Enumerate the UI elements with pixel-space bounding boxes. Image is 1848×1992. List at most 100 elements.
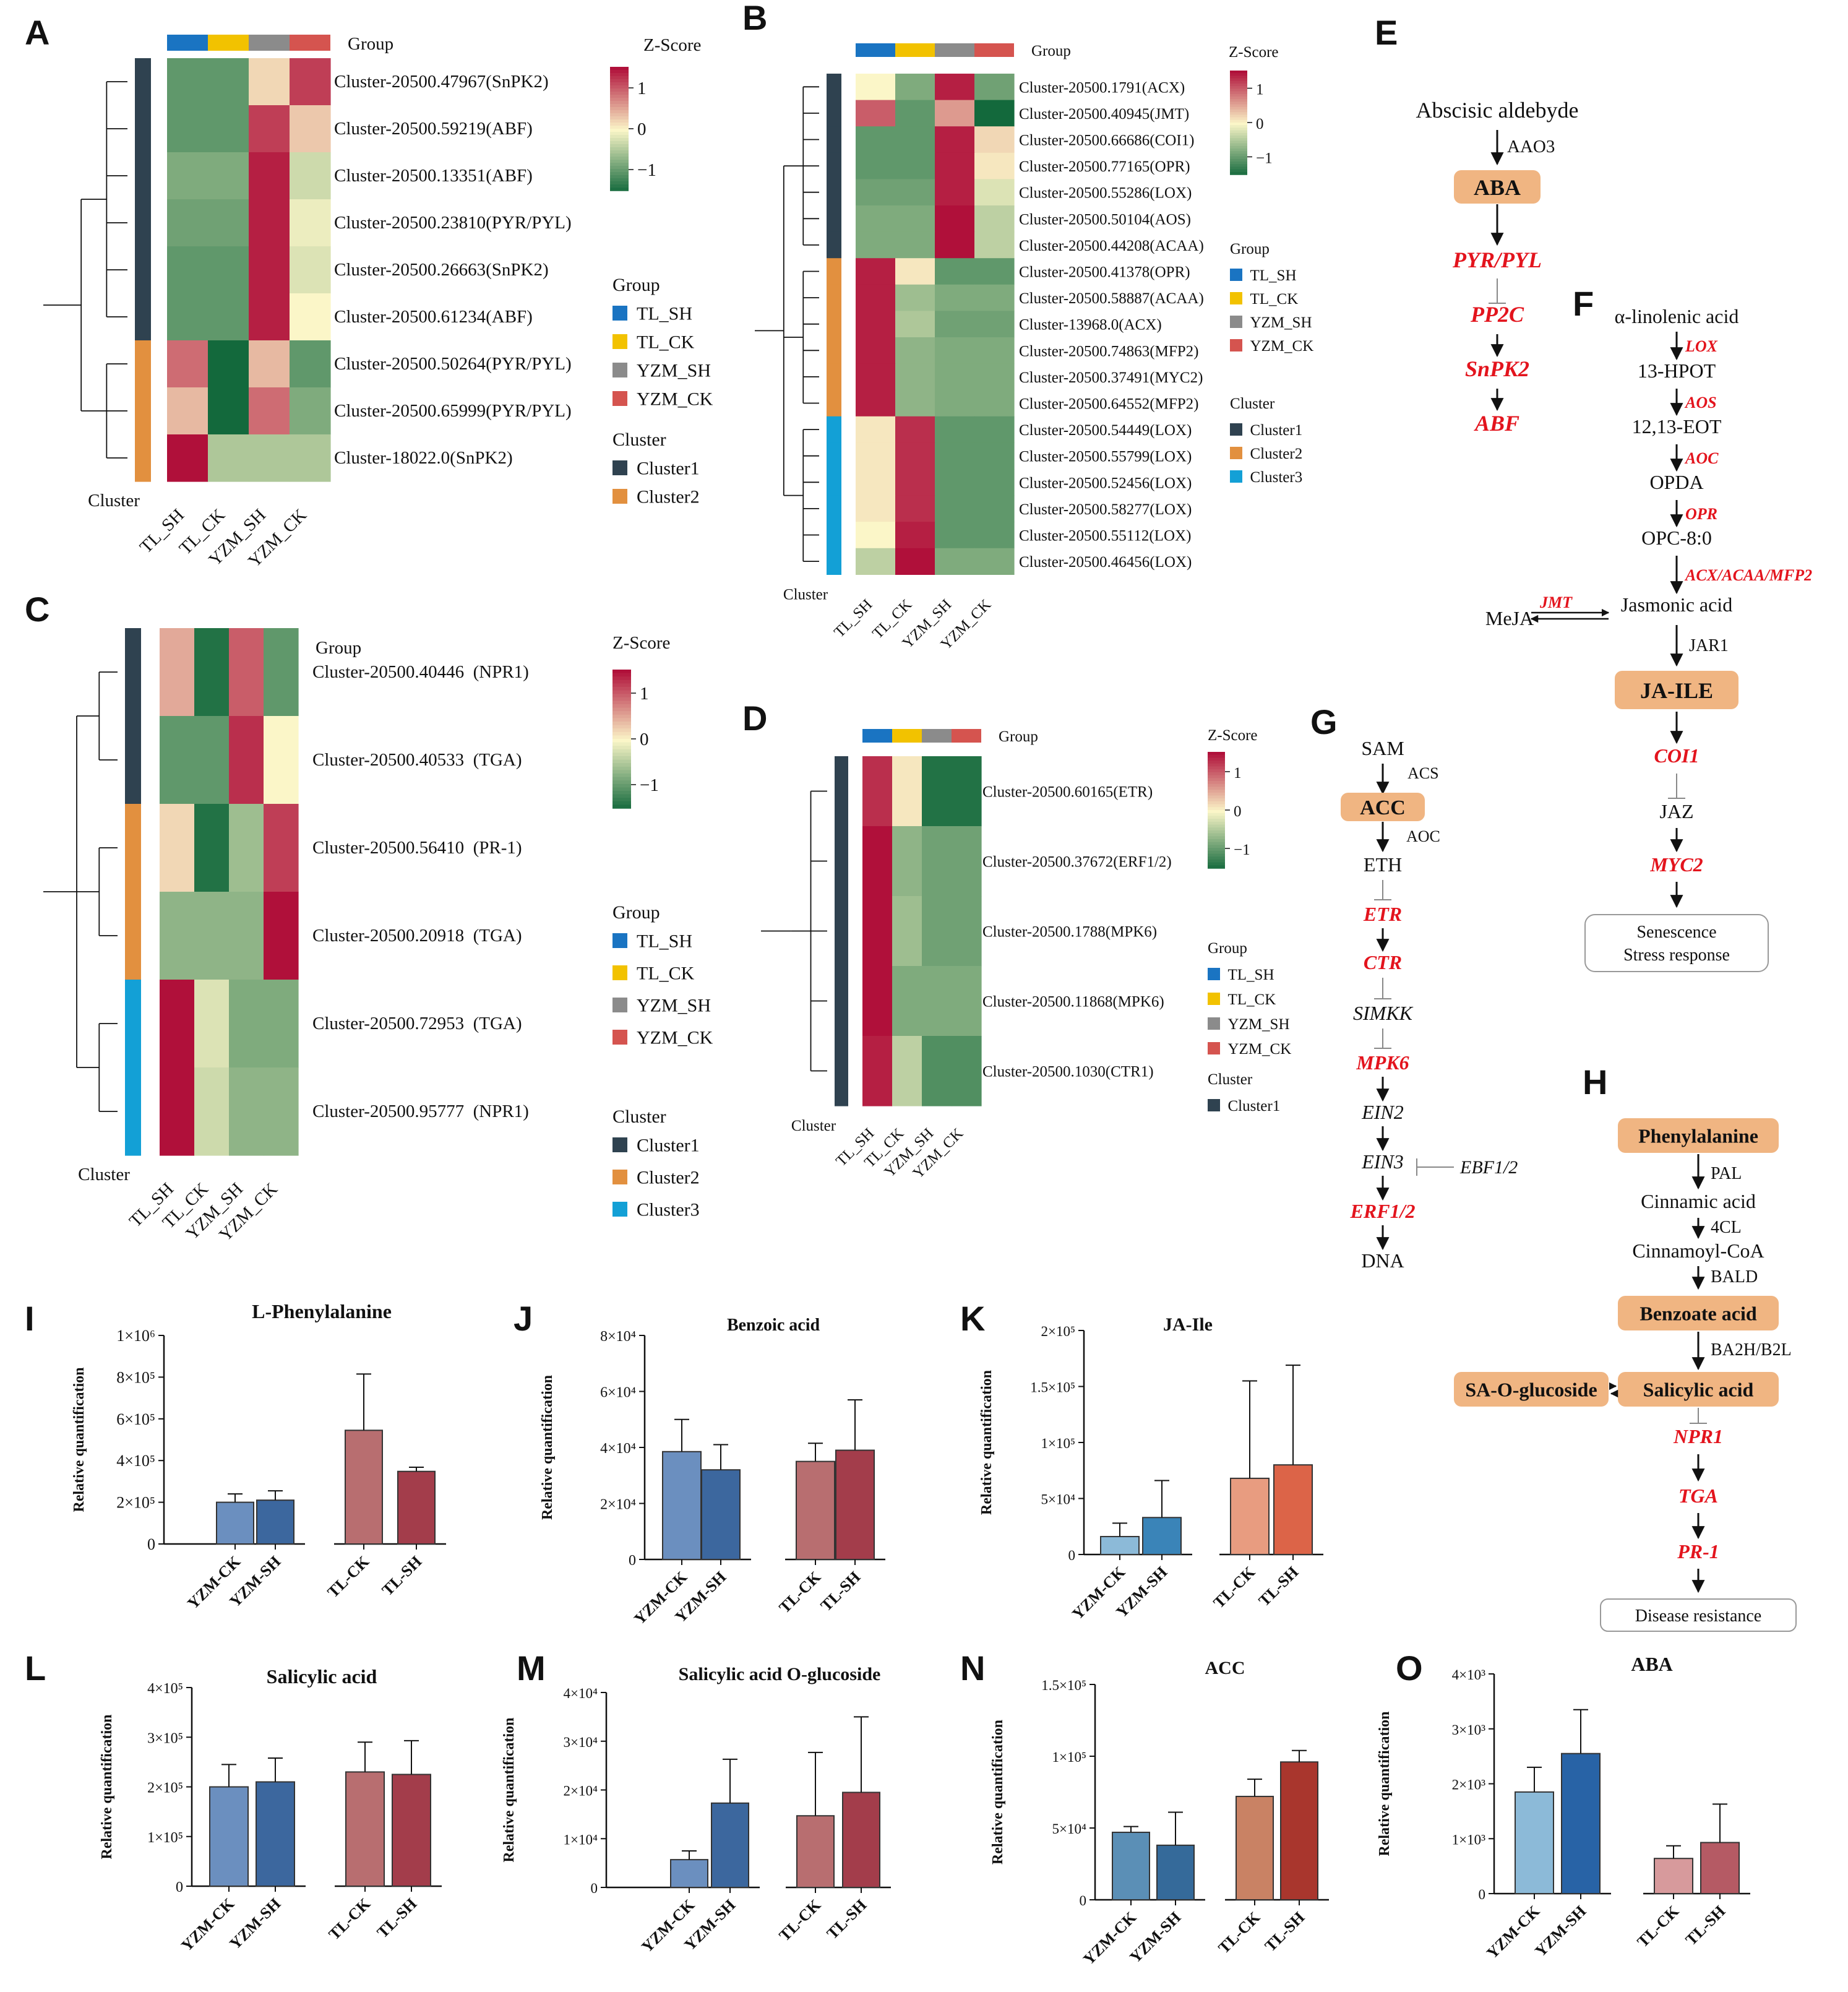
legend-swatch-YZM_SH [612,998,627,1012]
heat-cell [935,179,975,206]
row-label: Cluster-20500.58277(LOX) [1019,501,1192,518]
heat-cell [974,179,1015,206]
heat-cell [160,628,195,717]
heat-cell [952,826,982,897]
zscore-gradient [610,138,629,142]
zscore-gradient [612,707,631,712]
panel-label-O: O [1396,1649,1423,1688]
pathway-product: OPDA [1649,471,1703,493]
heat-cell [167,293,208,341]
heatmap-panel-A: A Group Cluster-20500.47967(SnPK2) Cluster-… [25,13,713,571]
zscore-gradient [612,742,631,746]
pathway-node-box [1341,793,1425,821]
group-bar-YZM_CK [290,35,330,51]
row-label: Cluster-20500.47967(SnPK2) [334,72,549,92]
row-label: Cluster-20500.40945(JMT) [1019,106,1189,123]
heat-cell [290,387,331,435]
zscore-gradient [1208,807,1225,811]
pathway-product: EIN3 [1361,1150,1404,1173]
zscore-gradient [1208,790,1225,793]
heat-cell [935,442,975,470]
zscore-gradient [1208,827,1225,831]
y-axis-label: Relative quantification [99,1715,115,1860]
chart-title: ACC [1205,1658,1245,1678]
chart-title: JA-Ile [1163,1314,1213,1335]
zscore-tick-label: 1 [1234,765,1242,782]
y-tick-label: 2×10³ [1452,1777,1485,1793]
zscore-gradient [610,157,629,160]
heat-cell [935,469,975,496]
bar [345,1429,383,1545]
row-label: Cluster-20500.52456(LOX) [1019,475,1192,491]
legend-label: Cluster1 [637,459,700,479]
gene-label: ETR [1363,903,1402,925]
heat-cell [974,231,1015,259]
heat-cell [935,495,975,522]
row-label: Cluster-20500.95777 (NPR1) [312,1102,529,1121]
group-bar-YZM_SH [935,43,974,57]
zscore-gradient [610,184,629,188]
zscore-gradient [1230,153,1247,157]
heat-cell [862,756,893,827]
row-label: Cluster-20500.55112(LOX) [1019,528,1191,545]
bar [1112,1831,1150,1900]
zscore-gradient [612,718,631,722]
heat-cell [974,390,1015,417]
heat-cell [208,387,249,435]
heatmap-panel-B: B Group Cluster-20500.1791(ACX) Cluster-205… [742,0,1313,653]
zscore-gradient [1230,162,1247,165]
ebf-label: EBF1/2 [1459,1157,1518,1178]
zscore-gradient [1230,86,1247,90]
gene-label: TGA [1678,1485,1718,1507]
heat-cell [249,152,290,200]
zscore-gradient [1230,151,1247,155]
heat-cell [974,442,1015,470]
legend-label: Cluster3 [1250,469,1303,486]
heat-cell [862,966,893,1037]
y-tick-label: 4×10³ [1452,1667,1485,1683]
pathway-product: Cinnamic acid [1641,1190,1756,1212]
legend-swatch-TL_CK [1208,993,1220,1005]
y-tick-label: 6×10⁴ [600,1385,636,1401]
zscore-gradient [1208,778,1225,782]
heat-cell [974,337,1015,364]
zscore-gradient [610,126,629,129]
zscore-gradient [612,787,631,791]
heat-cell [160,804,195,892]
y-tick-label: 1×10⁵ [1041,1436,1076,1451]
heat-cell [856,416,896,443]
heat-cell [895,284,935,311]
legend-cluster-title: Cluster [612,1106,666,1127]
legend-label: TL_SH [1228,967,1274,983]
pathway-node-box [1454,1372,1609,1407]
zscore-gradient [612,697,631,702]
legend-swatch-Cluster2 [612,489,627,504]
heat-cell [895,522,935,549]
zscore-gradient [1230,138,1247,142]
zscore-gradient [1230,156,1247,160]
zscore-gradient [612,673,631,677]
y-axis-label: Relative quantification [990,1720,1006,1865]
gene-label: PR-1 [1677,1540,1719,1563]
zscore-tick-label: −1 [637,160,656,180]
row-label: Cluster-18022.0(SnPK2) [334,448,513,468]
heat-cell [856,100,896,127]
zscore-gradient [610,70,629,74]
gene-label: MYC2 [1649,853,1703,876]
row-label: Cluster-20500.1791(ACX) [1019,79,1185,96]
zscore-gradient [1230,127,1247,131]
pathway-node: JA-ILE [1640,678,1713,703]
zscore-gradient [1208,819,1225,822]
zscore-gradient [610,110,629,114]
heat-cell [290,58,331,106]
row-label: Cluster-20500.11868(MPK6) [982,994,1164,1011]
zscore-gradient [1208,783,1225,788]
row-label: Cluster-13968.0(ACX) [1019,317,1162,334]
zscore-gradient [610,141,629,145]
heat-cell [194,1067,230,1156]
heat-cell [856,363,896,390]
zscore-gradient [612,801,631,806]
zscore-gradient [610,104,629,108]
panel-label-K: K [960,1299,985,1338]
legend-swatch-YZM_SH [1230,316,1242,328]
